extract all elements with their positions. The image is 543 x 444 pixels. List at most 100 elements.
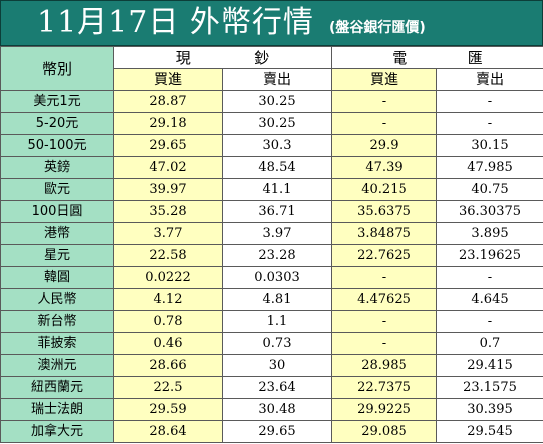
cash-sell-value: 29.65 xyxy=(222,420,332,443)
tt-sell-value: 29.545 xyxy=(436,420,543,443)
cash-buy-value: 29.18 xyxy=(113,112,223,135)
currency-name: 紐西蘭元 xyxy=(0,376,114,399)
currency-name: 歐元 xyxy=(0,178,114,201)
tt-buy-value: - xyxy=(331,310,437,333)
table-row: 5-20元 29.18 30.25- - xyxy=(0,112,543,135)
tt-sell-value: - xyxy=(436,112,543,135)
cash-buy-value: 22.58 xyxy=(113,244,223,267)
cash-header-char-1: 現 xyxy=(175,48,191,67)
tt-buy-value: - xyxy=(331,112,437,135)
tt-buy-value: - xyxy=(331,266,437,289)
cash-sell-value: 30 xyxy=(222,354,332,377)
tt-sell-value: 4.645 xyxy=(436,288,543,311)
cash-sell-value: 36.71 xyxy=(222,200,332,223)
tt-sell-value: 0.7 xyxy=(436,332,543,355)
tt-buy-value: 29.9 xyxy=(331,134,437,157)
cash-buy-header: 買進 xyxy=(113,68,223,91)
tt-buy-value: 29.9225 xyxy=(331,398,437,421)
bank-source-label: (盤谷銀行匯價) xyxy=(329,20,426,36)
cash-sell-value: 48.54 xyxy=(222,156,332,179)
table-row: 澳洲元 28.66 30 28.985 29.415 xyxy=(0,354,543,377)
currency-name: 美元1元 xyxy=(0,90,114,113)
cash-buy-value: 29.59 xyxy=(113,398,223,421)
table-row: 港幣 3.77 3.97 3.84875 3.895 xyxy=(0,222,543,245)
tt-buy-value: 4.47625 xyxy=(331,288,437,311)
currency-name: 50-100元 xyxy=(0,134,114,157)
cash-sell-value: 4.81 xyxy=(222,288,332,311)
tt-sell-value: - xyxy=(436,310,543,333)
table-row: 100日圓 35.28 36.71 35.6375 36.30375 xyxy=(0,200,543,223)
tt-sell-value: - xyxy=(436,90,543,113)
table-row: 紐西蘭元 22.5 23.64 22.7375 23.1575 xyxy=(0,376,543,399)
currency-name: 100日圓 xyxy=(0,200,114,223)
tt-buy-header: 買進 xyxy=(331,68,437,91)
cash-buy-value: 29.65 xyxy=(113,134,223,157)
cash-sell-header: 賣出 xyxy=(222,68,332,91)
cash-buy-value: 28.66 xyxy=(113,354,223,377)
cash-buy-value: 39.97 xyxy=(113,178,223,201)
tt-sell-value: 40.75 xyxy=(436,178,543,201)
currency-name: 新台幣 xyxy=(0,310,114,333)
cash-sell-value: 1.1 xyxy=(222,310,332,333)
cash-sell-value: 41.1 xyxy=(222,178,332,201)
tt-header-char-2: 匯 xyxy=(467,48,483,67)
table-row: 50-100元 29.65 30.3 29.9 30.15 xyxy=(0,134,543,157)
cash-buy-value: 28.87 xyxy=(113,90,223,113)
tt-buy-value: 22.7625 xyxy=(331,244,437,267)
cash-buy-value: 28.64 xyxy=(113,420,223,443)
tt-header-char-1: 電 xyxy=(392,48,408,67)
title-bar: 11月17日 外幣行情 (盤谷銀行匯價) xyxy=(0,0,543,46)
cash-group-header: 現 鈔 xyxy=(113,46,332,69)
tt-buy-value: - xyxy=(331,332,437,355)
cash-sell-value: 23.28 xyxy=(222,244,332,267)
tt-sell-value: - xyxy=(436,266,543,289)
tt-sell-value: 23.1575 xyxy=(436,376,543,399)
table-row: 星元 22.58 23.28 22.7625 23.19625 xyxy=(0,244,543,267)
tt-buy-value: 35.6375 xyxy=(331,200,437,223)
cash-sell-value: 30.3 xyxy=(222,134,332,157)
currency-column-header: 幣別 xyxy=(0,46,114,91)
currency-name: 韓圓 xyxy=(0,266,114,289)
tt-sell-header: 賣出 xyxy=(436,68,543,91)
cash-sell-value: 3.97 xyxy=(222,222,332,245)
table-row: 人民幣 4.12 4.81 4.47625 4.645 xyxy=(0,288,543,311)
currency-name: 菲披索 xyxy=(0,332,114,355)
cash-sell-value: 30.25 xyxy=(222,90,332,113)
table-row: 韓圓 0.0222 0.0303- - xyxy=(0,266,543,289)
tt-buy-value: 28.985 xyxy=(331,354,437,377)
tt-sell-value: 36.30375 xyxy=(436,200,543,223)
tt-sell-value: 23.19625 xyxy=(436,244,543,267)
tt-sell-value: 30.395 xyxy=(436,398,543,421)
currency-name: 人民幣 xyxy=(0,288,114,311)
currency-name: 加拿大元 xyxy=(0,420,114,443)
cash-sell-value: 30.48 xyxy=(222,398,332,421)
table-row: 瑞士法朗 29.59 30.48 29.9225 30.395 xyxy=(0,398,543,421)
tt-sell-value: 29.415 xyxy=(436,354,543,377)
table-row: 歐元 39.97 41.1 40.215 40.75 xyxy=(0,178,543,201)
cash-buy-value: 4.12 xyxy=(113,288,223,311)
cash-buy-value: 3.77 xyxy=(113,222,223,245)
tt-buy-value: - xyxy=(331,90,437,113)
cash-buy-value: 0.78 xyxy=(113,310,223,333)
cash-sell-value: 23.64 xyxy=(222,376,332,399)
cash-buy-value: 0.0222 xyxy=(113,266,223,289)
cash-sell-value: 0.0303 xyxy=(222,266,332,289)
page-title: 11月17日 外幣行情 xyxy=(37,5,314,40)
currency-name: 5-20元 xyxy=(0,112,114,135)
table-row: 美元1元 28.87 30.25- - xyxy=(0,90,543,113)
cash-sell-value: 0.73 xyxy=(222,332,332,355)
cash-header-char-2: 鈔 xyxy=(254,48,270,67)
currency-name: 港幣 xyxy=(0,222,114,245)
tt-sell-value: 3.895 xyxy=(436,222,543,245)
cash-buy-value: 0.46 xyxy=(113,332,223,355)
tt-buy-value: 40.215 xyxy=(331,178,437,201)
cash-buy-value: 47.02 xyxy=(113,156,223,179)
table-row: 加拿大元 28.64 29.65 29.085 29.545 xyxy=(0,420,543,443)
table-row: 新台幣 0.78 1.1- - xyxy=(0,310,543,333)
table-row: 菲披索 0.46 0.73-0.7 xyxy=(0,332,543,355)
tt-sell-value: 47.985 xyxy=(436,156,543,179)
header-row-group: 幣別 現 鈔 電 匯 xyxy=(0,46,543,91)
header-row-sub: 買進 賣出 買進 賣出 xyxy=(1,68,543,91)
cash-sell-value: 30.25 xyxy=(222,112,332,135)
